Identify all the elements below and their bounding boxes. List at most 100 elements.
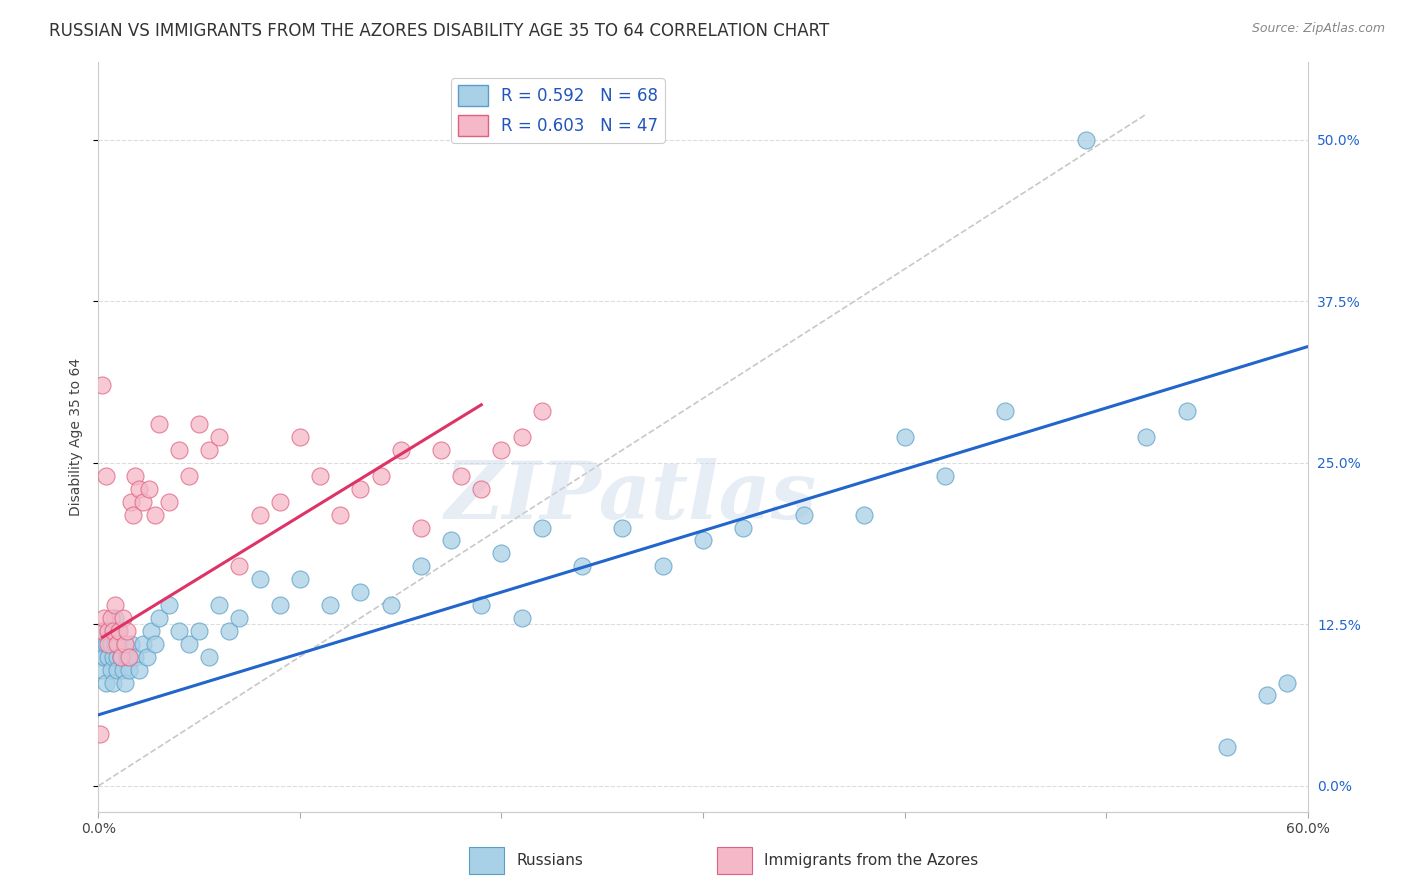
Text: ZIPatlas: ZIPatlas: [444, 458, 817, 536]
Point: [118, 663, 141, 677]
Point: [510, 430, 533, 444]
Point: [97, 624, 120, 638]
Point: [128, 482, 150, 496]
Point: [132, 494, 155, 508]
Point: [107, 624, 129, 638]
Point: [128, 663, 150, 677]
Point: [143, 637, 166, 651]
Point: [309, 468, 332, 483]
Point: [97, 624, 120, 638]
Point: [370, 468, 392, 483]
Bar: [470, 847, 505, 874]
Point: [114, 637, 136, 651]
Point: [491, 546, 513, 560]
Point: [1074, 133, 1097, 147]
Text: RUSSIAN VS IMMIGRANTS FROM THE AZORES DISABILITY AGE 35 TO 64 CORRELATION CHART: RUSSIAN VS IMMIGRANTS FROM THE AZORES DI…: [49, 22, 830, 40]
Point: [228, 559, 250, 574]
Point: [188, 624, 211, 638]
Point: [120, 637, 142, 651]
Point: [409, 559, 432, 574]
Point: [139, 624, 162, 638]
Point: [121, 508, 143, 522]
Point: [103, 611, 125, 625]
Point: [93, 624, 115, 638]
Point: [853, 508, 876, 522]
Point: [349, 585, 371, 599]
Point: [100, 611, 122, 625]
Point: [319, 598, 342, 612]
Point: [97, 637, 120, 651]
Point: [1277, 675, 1299, 690]
Point: [208, 598, 231, 612]
Point: [349, 482, 371, 496]
Point: [157, 598, 180, 612]
Point: [110, 649, 132, 664]
Point: [218, 624, 240, 638]
Text: Immigrants from the Azores: Immigrants from the Azores: [765, 854, 979, 868]
Point: [107, 624, 129, 638]
Point: [793, 508, 815, 522]
Point: [124, 649, 146, 664]
Point: [135, 649, 157, 664]
Point: [612, 520, 634, 534]
Point: [148, 611, 170, 625]
Point: [101, 675, 124, 690]
Point: [179, 468, 201, 483]
Point: [93, 611, 115, 625]
Point: [198, 649, 221, 664]
Point: [530, 520, 553, 534]
Point: [440, 533, 463, 548]
Point: [103, 598, 125, 612]
Point: [1216, 740, 1239, 755]
Point: [893, 430, 915, 444]
Point: [132, 637, 155, 651]
Point: [101, 624, 124, 638]
Point: [380, 598, 402, 612]
Point: [105, 663, 128, 677]
Point: [100, 637, 122, 651]
Point: [389, 442, 412, 457]
Point: [115, 649, 138, 664]
Point: [269, 598, 291, 612]
Y-axis label: Disability Age 35 to 64: Disability Age 35 to 64: [69, 358, 83, 516]
Point: [208, 430, 231, 444]
Point: [110, 649, 132, 664]
Point: [167, 442, 190, 457]
Point: [97, 649, 120, 664]
Point: [96, 468, 118, 483]
Text: Source: ZipAtlas.com: Source: ZipAtlas.com: [1251, 22, 1385, 36]
Point: [91, 624, 114, 638]
Point: [167, 624, 190, 638]
Point: [1175, 404, 1198, 418]
Point: [994, 404, 1017, 418]
Point: [329, 508, 352, 522]
Point: [934, 468, 956, 483]
Point: [105, 649, 128, 664]
Point: [91, 663, 114, 677]
Point: [288, 572, 311, 586]
Point: [571, 559, 593, 574]
Point: [409, 520, 432, 534]
Point: [138, 482, 160, 496]
Point: [105, 637, 128, 651]
Point: [249, 508, 271, 522]
Point: [470, 598, 492, 612]
Point: [91, 378, 114, 392]
Point: [100, 663, 122, 677]
Point: [188, 417, 211, 432]
Point: [530, 404, 553, 418]
Point: [124, 468, 146, 483]
Point: [115, 624, 138, 638]
Point: [510, 611, 533, 625]
Point: [733, 520, 755, 534]
Point: [651, 559, 673, 574]
Point: [692, 533, 714, 548]
Point: [470, 482, 492, 496]
Point: [143, 508, 166, 522]
Bar: [717, 847, 752, 874]
Point: [107, 637, 129, 651]
Point: [89, 727, 111, 741]
Legend: R = 0.592   N = 68, R = 0.603   N = 47: R = 0.592 N = 68, R = 0.603 N = 47: [451, 78, 665, 143]
Point: [430, 442, 453, 457]
Point: [1256, 689, 1278, 703]
